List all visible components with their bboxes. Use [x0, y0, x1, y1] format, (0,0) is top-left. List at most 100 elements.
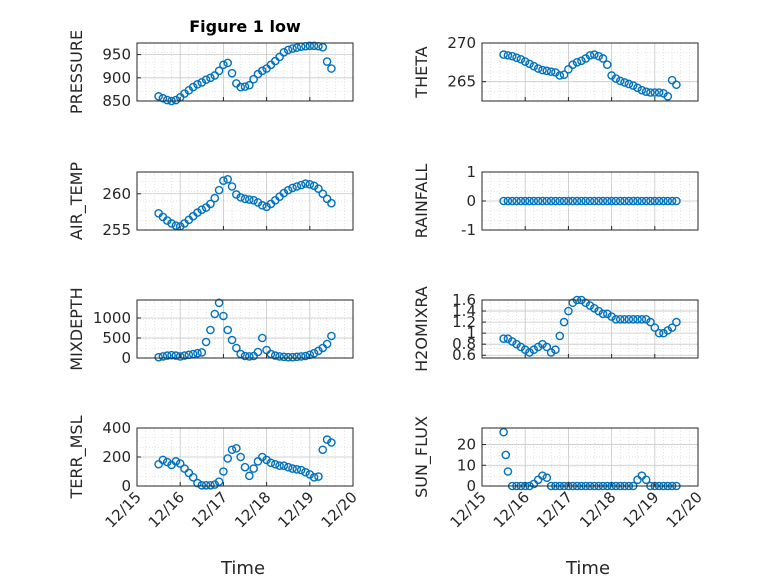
axes-panel: 265 270 THETA [412, 34, 699, 102]
y-tick-label: 1000 [93, 309, 131, 327]
data-point [503, 334, 513, 343]
data-point [503, 467, 513, 476]
data-point [240, 351, 250, 361]
data-point [590, 303, 599, 313]
data-point [301, 467, 310, 477]
data-point [659, 328, 668, 338]
data-point [628, 81, 638, 90]
data-point [525, 348, 534, 357]
data-point [641, 87, 651, 97]
axes-box [136, 42, 354, 102]
data-point [585, 301, 595, 310]
data-point [257, 66, 267, 76]
y-tick-label: 0 [466, 192, 476, 210]
axes-panel: -1 0 1 RAINFALL [412, 163, 699, 239]
data-point [624, 315, 634, 324]
chart-title: Figure 1 low [189, 17, 301, 36]
data-point [180, 351, 189, 360]
y-axis-label: AIR_TEMP [67, 162, 87, 240]
data-point [283, 185, 293, 195]
axes-panel: 255 260 AIR_TEMP [67, 162, 354, 240]
data-point [499, 196, 508, 206]
data-point [288, 183, 297, 193]
x-axis-label: Time [565, 558, 610, 579]
data-point [546, 67, 556, 76]
data-point [245, 195, 254, 204]
data-point [516, 342, 526, 352]
data-point [318, 42, 328, 52]
data-point [240, 462, 250, 472]
data-point [175, 352, 185, 361]
data-point [611, 74, 621, 83]
data-point [607, 312, 616, 321]
data-point [214, 477, 224, 486]
data-point [585, 51, 595, 60]
data-point [624, 79, 634, 89]
y-tick-label: 0.8 [452, 335, 476, 353]
data-point [499, 334, 508, 343]
data-point [615, 196, 625, 206]
data-point [663, 196, 673, 206]
data-point [538, 65, 547, 75]
data-point [162, 95, 172, 105]
data-point [201, 337, 211, 347]
data-point [296, 180, 306, 190]
data-point [542, 66, 552, 76]
data-point [227, 68, 237, 78]
y-axis-label: TERR_MSL [67, 415, 87, 499]
data-point [568, 196, 578, 206]
data-point [598, 196, 608, 206]
data-point [672, 317, 681, 327]
data-point [602, 196, 612, 206]
y-axis-label: PRESSURE [67, 30, 86, 114]
y-tick-label: 0 [466, 477, 476, 495]
data-point [628, 196, 638, 206]
data-point [512, 339, 521, 349]
data-point [314, 184, 323, 193]
data-point [581, 298, 590, 308]
data-point [650, 196, 660, 206]
data-point [667, 75, 677, 85]
data-point [564, 64, 573, 74]
y-tick-label: 950 [102, 46, 131, 64]
y-axis-label: MIXDEPTH [67, 287, 86, 370]
data-point [546, 196, 556, 206]
data-point [245, 471, 254, 481]
data-point [188, 472, 198, 482]
axes-box [136, 299, 354, 359]
data-point [503, 51, 513, 60]
data-point [633, 196, 642, 206]
data-point [542, 342, 552, 352]
data-point [292, 182, 302, 191]
data-point [288, 44, 297, 53]
data-point [633, 83, 642, 93]
data-point [219, 176, 228, 185]
data-point [301, 179, 310, 188]
data-point [283, 462, 293, 472]
data-point [663, 92, 673, 101]
data-point [305, 41, 315, 51]
data-point [292, 43, 302, 52]
data-point [516, 196, 526, 206]
data-point [154, 352, 163, 362]
data-point [659, 196, 668, 206]
data-point [624, 196, 634, 206]
data-point [279, 47, 289, 57]
data-point [232, 343, 241, 353]
data-point [646, 196, 655, 206]
data-point [305, 180, 315, 189]
x-tick-label: 12/16 [490, 488, 533, 531]
data-point [551, 196, 560, 206]
data-point [171, 351, 181, 360]
data-point [253, 347, 263, 357]
data-point [309, 348, 319, 358]
data-point [219, 467, 228, 476]
data-point [257, 201, 267, 210]
data-point [529, 345, 539, 355]
data-point [223, 58, 233, 68]
data-point [210, 193, 220, 203]
data-point [611, 315, 621, 324]
data-point [292, 352, 302, 362]
